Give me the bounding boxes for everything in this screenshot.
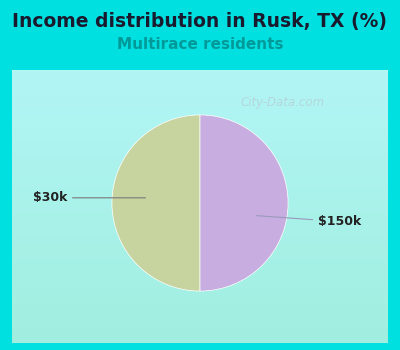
Wedge shape	[200, 115, 288, 291]
Text: Income distribution in Rusk, TX (%): Income distribution in Rusk, TX (%)	[12, 12, 388, 31]
Text: $30k: $30k	[32, 191, 146, 204]
Text: City-Data.com: City-Data.com	[241, 96, 325, 109]
Wedge shape	[112, 115, 200, 291]
Text: $150k: $150k	[257, 215, 362, 228]
Text: Multirace residents: Multirace residents	[117, 37, 283, 52]
